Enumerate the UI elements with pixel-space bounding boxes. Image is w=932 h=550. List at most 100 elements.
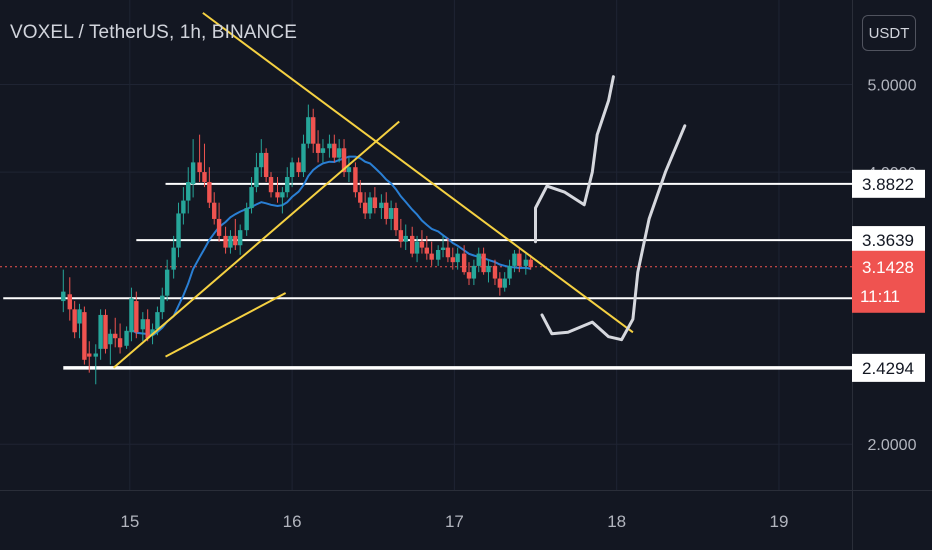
candle-body	[327, 143, 332, 149]
candle-body	[346, 167, 352, 173]
candle-body	[471, 265, 477, 279]
level-price-tag	[852, 353, 925, 382]
candle-body	[190, 162, 196, 185]
candle-body	[367, 197, 373, 214]
candle-body	[486, 265, 491, 273]
candle-body	[77, 309, 82, 324]
last-price-tag	[852, 250, 925, 313]
candle-body	[223, 235, 228, 248]
candle-body	[103, 314, 108, 349]
candle-body	[466, 272, 472, 279]
candle-body	[160, 295, 165, 313]
candle-body	[445, 247, 451, 258]
candle-body	[87, 353, 92, 357]
candle-body	[528, 259, 533, 268]
candle-body	[497, 278, 503, 288]
candle-body	[216, 218, 222, 236]
level-price-tag	[852, 226, 925, 255]
candle-body	[481, 253, 486, 273]
candle-body	[72, 309, 77, 333]
candle-body	[171, 247, 176, 270]
candle-body	[268, 177, 274, 193]
candle-body	[134, 301, 139, 333]
projection-drawing	[534, 75, 615, 244]
candle-body	[461, 253, 467, 273]
candle-body	[254, 167, 259, 188]
candle-body	[450, 257, 455, 263]
candle-body	[517, 253, 522, 266]
candle-body	[212, 202, 217, 219]
candle-body	[393, 208, 399, 231]
candle-body	[296, 162, 301, 173]
candle-body	[93, 353, 98, 357]
candle-body	[435, 250, 441, 260]
candle-body	[207, 182, 212, 203]
trendline	[112, 120, 400, 369]
candle-body	[249, 187, 254, 209]
candle-body	[233, 235, 238, 246]
chart-title: VOXEL / TetherUS, 1h, BINANCE	[10, 22, 297, 43]
candle-body	[259, 152, 264, 168]
x-tick-label: 17	[445, 512, 464, 531]
candle-body	[263, 152, 269, 178]
candle-body	[285, 177, 290, 193]
candle-body	[523, 259, 529, 266]
candle-body	[145, 319, 150, 339]
candle-body	[502, 278, 507, 288]
candle-body	[124, 330, 129, 346]
candle-body	[61, 291, 66, 302]
y-tick-label: 2.0000	[868, 437, 917, 454]
candle-body	[341, 148, 347, 173]
candle-body	[150, 329, 155, 336]
candle-body	[186, 182, 191, 201]
candle-body	[67, 294, 72, 310]
currency-button[interactable]: USDT	[862, 15, 916, 51]
trendline	[202, 12, 634, 334]
candle-body	[353, 167, 358, 193]
candle-body	[202, 172, 207, 183]
candle-body	[113, 333, 118, 339]
candle-body	[228, 235, 233, 248]
candle-body	[512, 253, 517, 266]
candle-body	[455, 253, 460, 263]
candle-body	[410, 235, 415, 254]
candle-body	[275, 192, 280, 198]
y-tick-label: 5.0000	[868, 77, 917, 94]
candle-body	[507, 265, 512, 279]
candle-body	[164, 269, 170, 296]
level-price-label: 3.8822	[862, 175, 914, 194]
last-price-label: 3.1428	[862, 258, 914, 277]
countdown-label: 11:11	[860, 287, 900, 306]
x-tick-label: 16	[283, 512, 302, 531]
candle-body	[384, 202, 389, 219]
candle-body	[332, 143, 337, 158]
candle-body	[424, 247, 430, 254]
candle-body	[181, 200, 186, 214]
candle-body	[280, 192, 285, 198]
candle-body	[98, 314, 103, 349]
candle-body	[379, 202, 384, 209]
candle-body	[306, 117, 311, 144]
candle-body	[476, 253, 481, 266]
candle-body	[311, 117, 316, 144]
level-price-label: 3.3639	[862, 231, 914, 250]
candle-body	[403, 235, 408, 242]
candle-body	[336, 148, 342, 158]
candle-body	[362, 202, 368, 214]
candle-body	[440, 247, 446, 251]
candle-body	[414, 241, 420, 254]
trendline	[165, 292, 287, 358]
candle-body	[197, 162, 202, 173]
candle-body	[419, 241, 425, 248]
candle-body	[398, 230, 404, 242]
x-tick-label: 18	[607, 512, 626, 531]
level-price-tag	[852, 169, 925, 198]
candle-body	[320, 148, 326, 153]
moving-average-line	[130, 155, 531, 337]
candle-body	[140, 319, 146, 330]
candle-body	[82, 312, 87, 360]
level-price-label: 2.4294	[862, 359, 914, 378]
projection-drawing	[540, 124, 687, 342]
